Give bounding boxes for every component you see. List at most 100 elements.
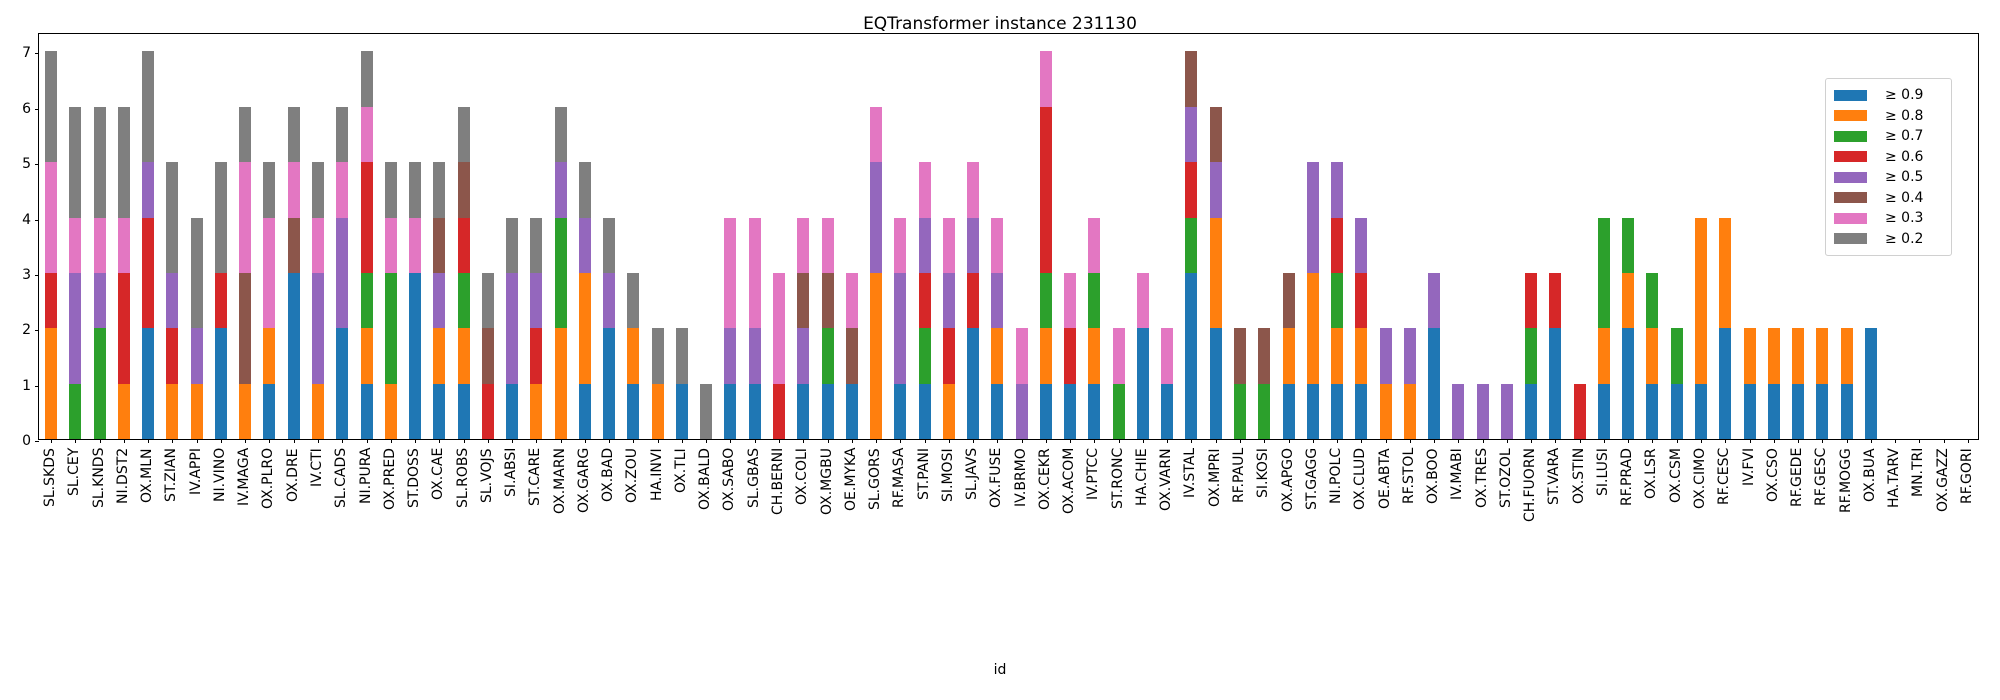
bar-segment bbox=[797, 272, 810, 329]
x-tick bbox=[1700, 439, 1702, 443]
bar-segment bbox=[1039, 328, 1052, 384]
bar-segment bbox=[433, 383, 446, 439]
x-tick bbox=[99, 439, 101, 443]
bar-segment bbox=[554, 217, 567, 329]
x-tick-label: OX.ZOU bbox=[624, 447, 641, 503]
stacked-bar bbox=[190, 217, 203, 439]
bar-segment bbox=[724, 328, 737, 384]
bar-segment bbox=[93, 328, 106, 439]
y-tick-label: 4 bbox=[0, 212, 39, 228]
stacked-bar bbox=[263, 162, 276, 439]
stacked-bar bbox=[748, 217, 761, 439]
bar-segment bbox=[894, 217, 907, 273]
bar-segment bbox=[1792, 328, 1805, 384]
x-tick-label: OX.TLI bbox=[672, 448, 689, 493]
bar-segment bbox=[1355, 328, 1368, 384]
x-tick bbox=[1967, 439, 1969, 443]
bar-segment bbox=[991, 328, 1004, 384]
stacked-bar bbox=[457, 106, 470, 439]
bar-segment bbox=[530, 217, 543, 273]
bar-segment bbox=[506, 272, 519, 384]
bar-segment bbox=[1355, 383, 1368, 439]
bar-segment bbox=[312, 272, 325, 384]
x-tick bbox=[657, 439, 659, 443]
stacked-bar bbox=[894, 217, 907, 439]
x-tick bbox=[1603, 439, 1605, 443]
x-tick bbox=[269, 439, 271, 443]
bar-segment bbox=[1646, 272, 1659, 329]
x-tick bbox=[1434, 439, 1436, 443]
x-tick-label: OX.TRES bbox=[1473, 447, 1490, 508]
x-tick-label: ST.GAGG bbox=[1303, 447, 1320, 510]
x-tick-label: OX.GAZZ bbox=[1934, 448, 1951, 512]
bar-segment bbox=[1355, 272, 1368, 329]
y-tick-label: 2 bbox=[0, 322, 39, 338]
bar-segment bbox=[481, 328, 494, 384]
x-tick-label: SL.JAVS bbox=[964, 447, 981, 500]
x-tick-label: IV.FVI bbox=[1740, 447, 1757, 486]
stacked-bar bbox=[1719, 217, 1732, 439]
bar-segment bbox=[627, 272, 640, 329]
bar-segment bbox=[942, 217, 955, 273]
bar-segment bbox=[845, 272, 858, 329]
x-tick-label: IV.STAL bbox=[1182, 447, 1199, 498]
x-tick-label: ST.VARA bbox=[1546, 447, 1563, 505]
bar-segment bbox=[1039, 51, 1052, 107]
bar-segment bbox=[1864, 328, 1877, 439]
stacked-bar bbox=[336, 106, 349, 439]
bar-segment bbox=[578, 162, 591, 218]
bar-segment bbox=[263, 328, 276, 384]
legend-swatch-icon bbox=[1834, 212, 1867, 224]
bar-segment bbox=[918, 272, 931, 329]
bar-segment bbox=[1306, 162, 1319, 273]
bar-segment bbox=[1331, 217, 1344, 273]
bar-segment bbox=[142, 162, 155, 218]
bar-segment bbox=[1840, 328, 1853, 384]
y-tick-label: 1 bbox=[0, 378, 39, 394]
bar-segment bbox=[1597, 383, 1610, 439]
chart-title: EQTransformer instance 231130 bbox=[863, 14, 1137, 34]
bar-segment bbox=[239, 106, 252, 163]
bar-segment bbox=[942, 383, 955, 439]
legend-item: ≥ 0.2 bbox=[1834, 229, 1943, 250]
x-tick-label: OX.LSR bbox=[1643, 448, 1660, 499]
bar-segment bbox=[870, 162, 883, 273]
stacked-bar bbox=[603, 217, 616, 439]
bar-segment bbox=[1185, 106, 1198, 163]
x-tick-label: RF.STOL bbox=[1400, 447, 1417, 504]
legend-swatch-icon bbox=[1834, 192, 1867, 204]
bar-segment bbox=[142, 217, 155, 329]
bar-segment bbox=[1064, 328, 1077, 384]
x-tick-label: OX.STIN bbox=[1570, 447, 1587, 504]
x-tick bbox=[827, 439, 829, 443]
stacked-bar bbox=[45, 51, 58, 439]
stacked-bar bbox=[1525, 272, 1538, 439]
bar-segment bbox=[1039, 383, 1052, 439]
stacked-bar bbox=[1646, 272, 1659, 439]
bar-segment bbox=[797, 217, 810, 273]
bar-segment bbox=[214, 272, 227, 329]
x-tick-label: RF.GEDE bbox=[1789, 447, 1806, 507]
bar-segment bbox=[1064, 383, 1077, 439]
bar-segment bbox=[821, 328, 834, 384]
bar-segment bbox=[287, 162, 300, 218]
x-tick bbox=[1458, 439, 1460, 443]
x-tick-label: RF.GESC bbox=[1813, 447, 1830, 506]
stacked-bar bbox=[991, 217, 1004, 439]
x-tick-label: OX.CEKR bbox=[1036, 448, 1053, 510]
x-tick bbox=[1312, 439, 1314, 443]
stacked-bar bbox=[1379, 328, 1392, 439]
bar-segment bbox=[263, 383, 276, 439]
bar-segment bbox=[384, 383, 397, 439]
x-tick bbox=[245, 439, 247, 443]
bar-segment bbox=[821, 217, 834, 273]
x-tick-label: HA.TARV bbox=[1886, 448, 1903, 508]
bar-segment bbox=[93, 106, 106, 218]
bar-segment bbox=[870, 106, 883, 163]
bar-segment bbox=[651, 383, 664, 439]
x-tick bbox=[196, 439, 198, 443]
bar-segment bbox=[1064, 272, 1077, 329]
bar-segment bbox=[894, 272, 907, 384]
bar-segment bbox=[870, 272, 883, 439]
